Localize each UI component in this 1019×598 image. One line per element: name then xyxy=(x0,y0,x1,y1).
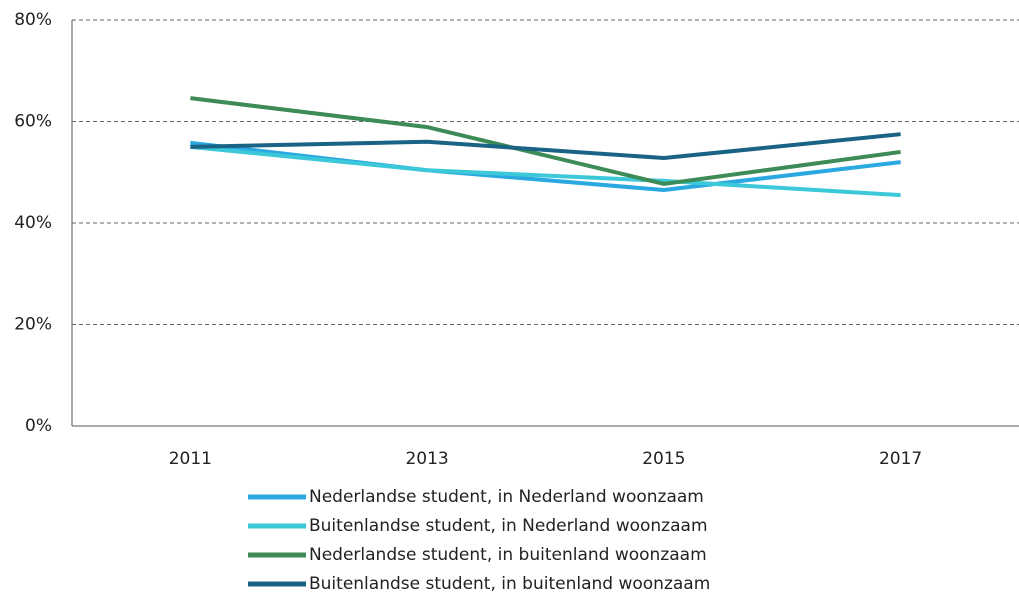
legend-label: Buitenlandse student, in buitenland woon… xyxy=(309,574,710,594)
y-tick-label: 40% xyxy=(14,213,52,233)
y-tick-label: 20% xyxy=(14,315,52,335)
legend-label: Nederlandse student, in buitenland woonz… xyxy=(309,545,707,565)
x-tick-label: 2017 xyxy=(879,449,922,469)
x-tick-label: 2015 xyxy=(642,449,685,469)
series-line xyxy=(190,144,901,198)
series-line xyxy=(190,96,901,186)
x-tick-label: 2013 xyxy=(405,449,448,469)
legend-label: Nederlandse student, in Nederland woonza… xyxy=(309,487,704,507)
legend-label: Buitenlandse student, in Nederland woonz… xyxy=(309,516,708,536)
series-line xyxy=(190,140,901,193)
y-tick-label: 60% xyxy=(14,112,52,132)
x-tick-label: 2011 xyxy=(169,449,212,469)
y-tick-label: 80% xyxy=(14,10,52,30)
y-tick-label: 0% xyxy=(25,416,52,436)
series-line xyxy=(190,132,901,161)
